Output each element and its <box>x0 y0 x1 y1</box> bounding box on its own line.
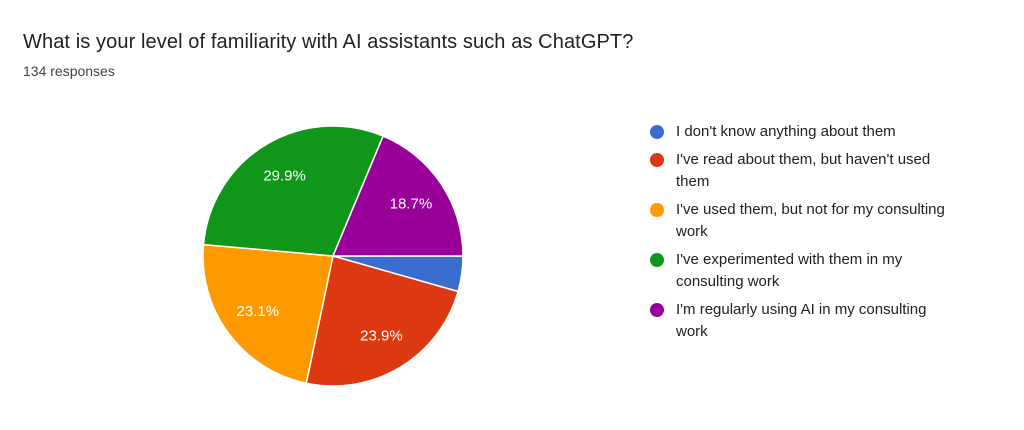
pie-slice-percentage: 23.9% <box>360 328 403 345</box>
legend-item-dont-know: I don't know anything about them <box>650 121 945 143</box>
legend-label: I'm regularly using AI in my consulting … <box>676 301 927 340</box>
legend-label: I've experimented with them in my consul… <box>676 251 903 290</box>
legend-swatch-icon <box>650 153 664 167</box>
response-count: 134 responses <box>23 63 115 79</box>
legend-item-used-not-consulting: I've used them, but not for my consultin… <box>650 199 945 243</box>
legend-label: I've used them, but not for my consultin… <box>676 201 945 240</box>
pie-slice-1[interactable] <box>305 255 459 387</box>
pie-slice-percentage: 29.9% <box>263 167 306 184</box>
legend: I don't know anything about them I've re… <box>650 121 945 343</box>
legend-item-experimented: I've experimented with them in my consul… <box>650 249 945 293</box>
legend-label: I've read about them, but haven't used t… <box>676 151 931 190</box>
pie-slice-3[interactable] <box>202 125 385 257</box>
legend-swatch-icon <box>650 253 664 267</box>
legend-swatch-icon <box>650 203 664 217</box>
chart-header: What is your level of familiarity with A… <box>23 29 633 79</box>
legend-swatch-icon <box>650 303 664 317</box>
pie-slice-2[interactable] <box>202 243 334 385</box>
pie-slice-percentage: 23.1% <box>237 303 280 320</box>
legend-swatch-icon <box>650 125 664 139</box>
pie-chart-canvas: 23.9% 23.1% 29.9% 18.7% <box>202 125 464 387</box>
question-title: What is your level of familiarity with A… <box>23 31 634 53</box>
legend-item-regularly-using: I'm regularly using AI in my consulting … <box>650 299 945 343</box>
legend-label: I don't know anything about them <box>676 123 896 140</box>
pie-slice-4[interactable] <box>331 135 464 257</box>
legend-item-read-about: I've read about them, but haven't used t… <box>650 149 945 193</box>
pie-slice-percentage: 18.7% <box>390 196 433 213</box>
pie-chart: 23.9% 23.1% 29.9% 18.7% <box>193 116 473 396</box>
